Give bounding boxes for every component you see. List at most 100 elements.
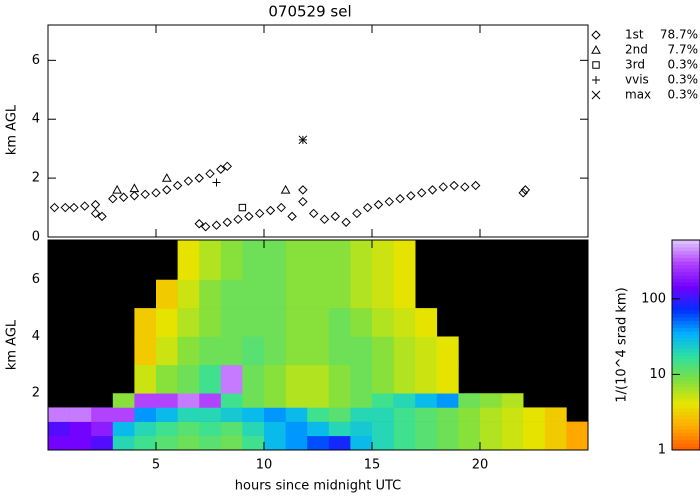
heat-cell bbox=[393, 435, 416, 451]
y-tick-label: 6 bbox=[32, 53, 40, 68]
point bbox=[151, 188, 161, 198]
colorbar-segment bbox=[672, 411, 700, 416]
heat-cell bbox=[523, 435, 546, 451]
heat-cell bbox=[285, 336, 308, 366]
heat-cell bbox=[48, 407, 70, 422]
heat-cell bbox=[328, 407, 351, 422]
heat-cell bbox=[328, 393, 351, 408]
legend-name: 1st bbox=[625, 28, 644, 42]
heat-cell bbox=[177, 364, 200, 394]
heat-cell bbox=[480, 421, 502, 437]
point bbox=[108, 194, 118, 204]
colorbar-segment bbox=[672, 422, 700, 426]
heat-cell bbox=[220, 421, 243, 437]
point bbox=[69, 202, 79, 213]
colorbar-segment bbox=[672, 268, 700, 272]
legend-name: vvis bbox=[625, 73, 649, 87]
colorbar-segment bbox=[672, 282, 700, 286]
colorbar-segment bbox=[672, 254, 700, 258]
colorbar-segment bbox=[672, 240, 700, 244]
legend-name: 3rd bbox=[625, 58, 645, 72]
colorbar-segment bbox=[672, 425, 700, 430]
heat-cell bbox=[393, 421, 416, 437]
colorbar-frame bbox=[671, 239, 700, 451]
heat-cell bbox=[372, 336, 394, 366]
heat-cell bbox=[242, 421, 265, 437]
point bbox=[211, 220, 222, 230]
heat-cell bbox=[199, 435, 222, 451]
colorbar-segment bbox=[672, 404, 700, 409]
colorbar-segment bbox=[672, 306, 700, 311]
colorbar-segment bbox=[672, 250, 700, 255]
point bbox=[49, 202, 60, 213]
y-tick-label: 2 bbox=[32, 386, 40, 401]
heat-cell bbox=[436, 336, 459, 366]
heat-cell bbox=[199, 407, 222, 422]
colorbar-segment bbox=[672, 436, 700, 440]
colorbar-segment bbox=[672, 324, 700, 328]
heat-cell bbox=[436, 407, 459, 422]
point bbox=[140, 189, 150, 200]
heat-cell bbox=[264, 393, 286, 408]
point bbox=[112, 184, 122, 194]
point bbox=[200, 221, 211, 232]
heat-cell bbox=[91, 407, 114, 422]
legend-symbol bbox=[591, 90, 601, 100]
heat-cell bbox=[199, 240, 222, 281]
colorbar-segment bbox=[672, 387, 700, 391]
colorbar-segment bbox=[672, 296, 700, 300]
heat-cell bbox=[544, 407, 567, 422]
heat-cell bbox=[134, 407, 157, 422]
point bbox=[60, 202, 70, 213]
heat-cell bbox=[177, 393, 200, 408]
colorbar-segment bbox=[672, 415, 700, 419]
heat-cell bbox=[177, 435, 200, 451]
legend-symbol bbox=[591, 44, 601, 54]
heat-cell bbox=[264, 407, 286, 422]
y-tick-label: 4 bbox=[32, 329, 40, 344]
heat-cell bbox=[264, 336, 286, 366]
heat-cell bbox=[220, 393, 243, 408]
heat-cell bbox=[242, 393, 265, 408]
heat-cell bbox=[458, 435, 481, 451]
heat-cell bbox=[307, 364, 330, 394]
heat-cell bbox=[372, 407, 394, 422]
colorbar-segment bbox=[672, 439, 700, 444]
colorbar-segment bbox=[672, 320, 700, 325]
heat-cell bbox=[264, 364, 286, 394]
heat-cell bbox=[199, 336, 222, 366]
heat-cell bbox=[285, 393, 308, 408]
heat-cell bbox=[285, 308, 308, 337]
heat-cell bbox=[199, 308, 222, 337]
colorbar-segment bbox=[672, 362, 700, 367]
point bbox=[212, 178, 221, 187]
heat-cell bbox=[350, 435, 373, 451]
colorbar-segment bbox=[672, 292, 700, 297]
top-y-label: km AGL bbox=[5, 104, 20, 155]
heat-cell bbox=[242, 279, 265, 309]
heat-cell bbox=[112, 421, 135, 437]
point bbox=[183, 176, 194, 186]
colorbar-segment bbox=[672, 408, 700, 412]
point bbox=[90, 208, 101, 219]
heat-cell bbox=[372, 435, 394, 451]
colorbar-segment bbox=[672, 327, 700, 332]
point bbox=[194, 173, 204, 183]
heat-cell bbox=[328, 308, 351, 337]
heat-cell bbox=[156, 364, 178, 394]
colorbar-segment bbox=[672, 390, 700, 395]
point bbox=[384, 196, 394, 207]
colorbar-segment bbox=[672, 243, 700, 248]
heat-cell bbox=[48, 421, 70, 437]
colorbar-segment bbox=[672, 345, 700, 349]
heat-cell bbox=[458, 393, 481, 408]
heat-cell bbox=[480, 407, 502, 422]
point bbox=[470, 180, 481, 191]
heat-cell bbox=[415, 308, 438, 337]
colorbar-segment bbox=[672, 352, 700, 356]
point bbox=[129, 183, 140, 193]
heat-cell bbox=[285, 364, 308, 394]
heat-cell bbox=[436, 364, 459, 394]
legend-symbol bbox=[591, 30, 601, 40]
